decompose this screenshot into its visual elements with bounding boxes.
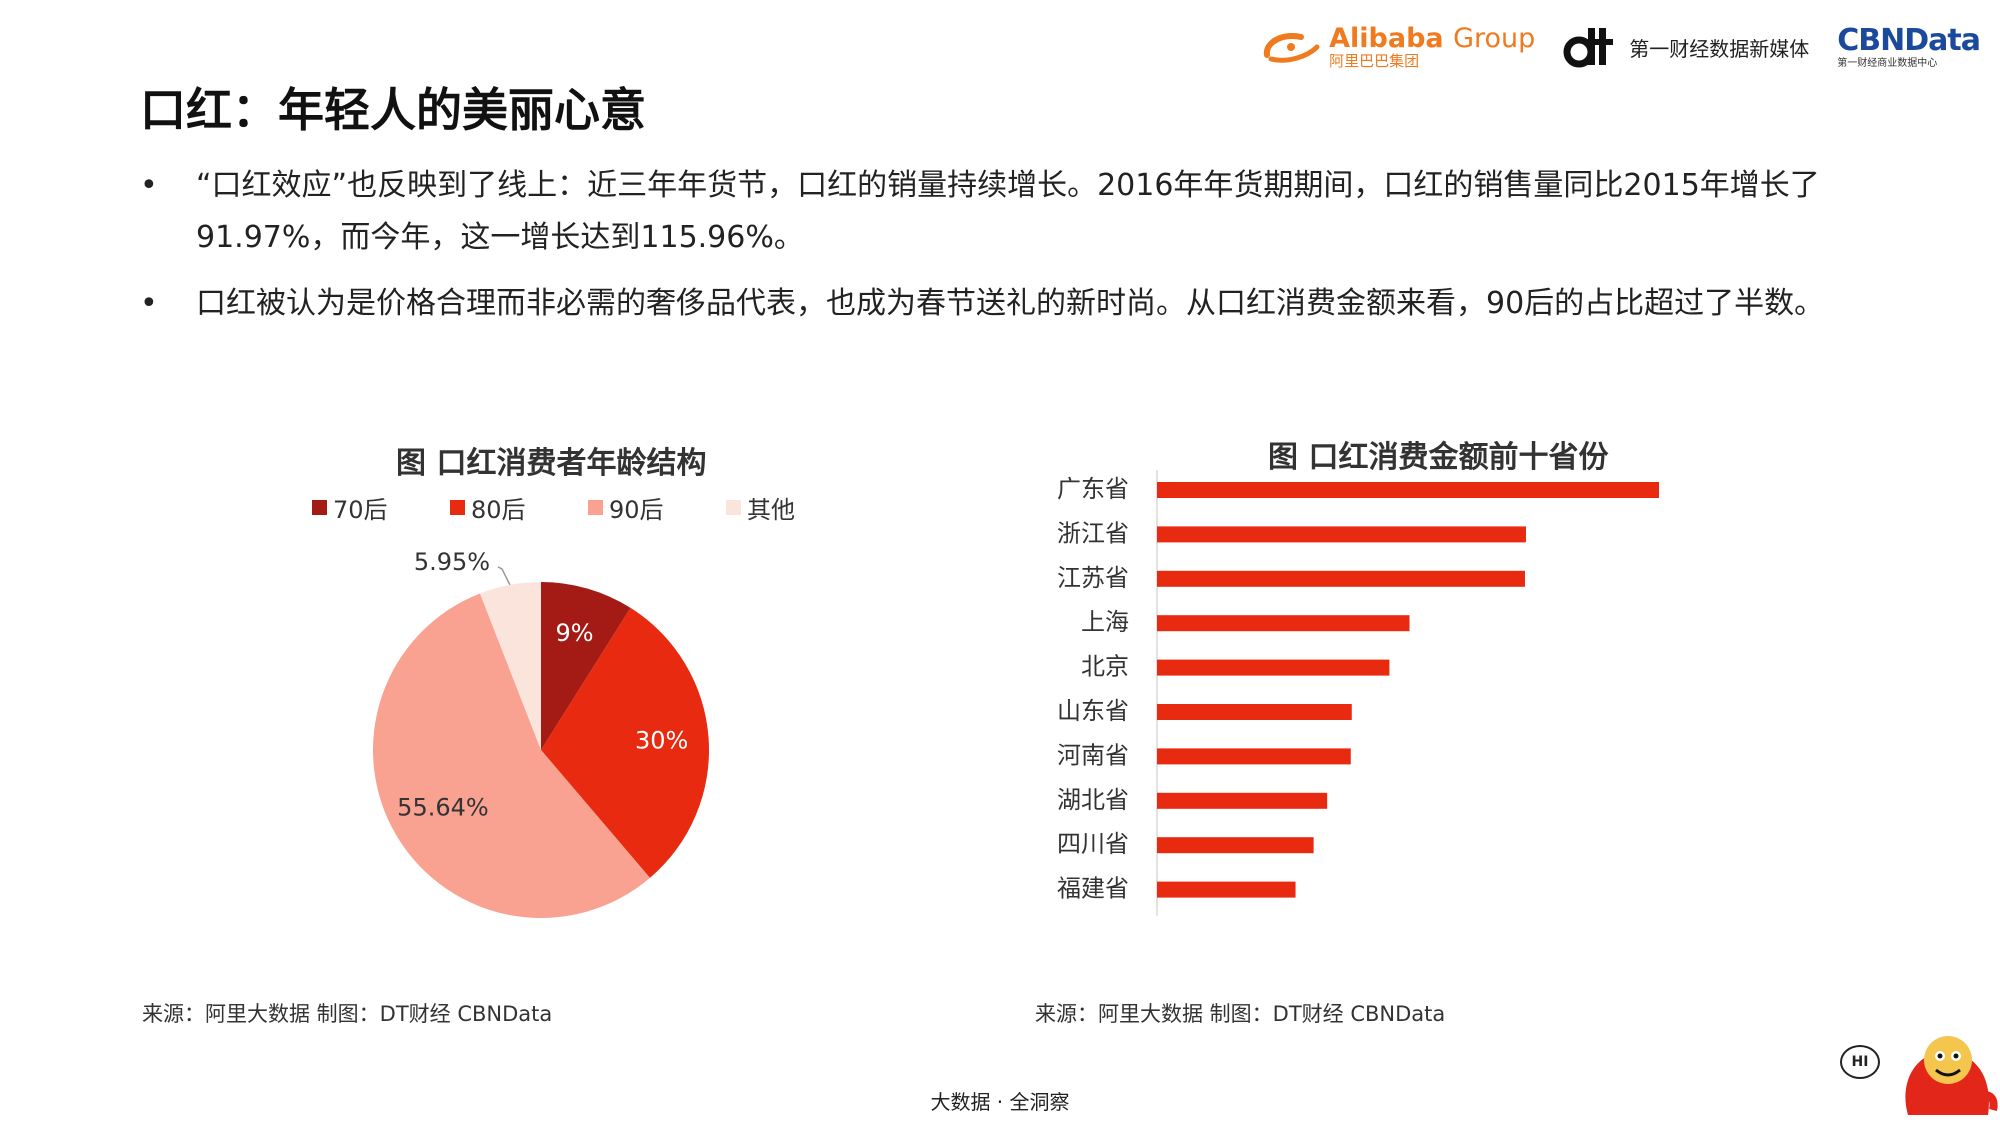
legend-swatch-90s [588,500,603,515]
legend-label-70s: 70后 [333,496,388,524]
bullet-text: “口红效应”也反映到了线上：近三年年货节，口红的销量持续增长。2016年年货期期… [196,168,1820,255]
bar-category-label: 江苏省 [1057,564,1129,592]
bullet-marker: • [140,168,158,203]
pie-leader-line [497,566,511,586]
bar [1157,748,1351,765]
legend-swatch-80s [450,500,465,515]
pie-slice [541,607,709,878]
cbndata-logo: CBNData 第一财经商业数据中心 [1837,22,1981,69]
bar-category-label: 北京 [1081,653,1129,681]
bar-category-label: 浙江省 [1057,519,1129,547]
bar-category-label: 福建省 [1057,875,1129,903]
legend-item-other: 其他 [726,490,864,525]
legend-item-70s: 70后 [312,490,450,525]
bullet-marker: • [140,286,158,321]
lion-dance-mascot [1905,1036,1998,1115]
pie-data-label: 9% [556,619,594,647]
alibaba-smile-icon [1264,33,1320,63]
bullet-item: • “口红效应”也反映到了线上：近三年年货节，口红的销量持续增长。2016年年货… [140,160,1940,264]
alibaba-group-word: Group [1453,23,1536,54]
cbndata-subtitle: 第一财经商业数据中心 [1837,57,1938,69]
source-note-left: 来源：阿里大数据 制图：DT财经 CBNData [142,1002,553,1026]
pie-slice [479,582,541,750]
pie-chart: 9% 30% 55.64% 5.95% [373,548,709,918]
legend-swatch-other [726,500,741,515]
legend-label-other: 其他 [747,496,795,524]
bullet-list: • “口红效应”也反映到了线上：近三年年货节，口红的销量持续增长。2016年年货… [140,160,1940,344]
pie-data-label: 55.64% [397,794,489,822]
alibaba-cn-name: 阿里巴巴集团 [1329,52,1420,70]
bar [1157,570,1525,587]
page-title: 口红：年轻人的美丽心意 [140,83,646,137]
pie-data-label: 30% [635,726,688,754]
dt-media-name: 第一财经数据新媒体 [1629,36,1810,61]
pie-slice [541,582,631,750]
bar [1157,659,1390,676]
alibaba-logo: Alibaba Group 阿里巴巴集团 [1261,25,1535,69]
mascot-hi-bubble: HI [1840,1045,1880,1079]
bar-chart-title: 图 口红消费金额前十省份 [1268,440,1609,475]
pie-slice [373,593,650,918]
bar-category-label: 河南省 [1057,741,1129,769]
legend-item-90s: 90后 [588,490,726,525]
bar-category-label: 广东省 [1057,475,1129,503]
source-note-right: 来源：阿里大数据 制图：DT财经 CBNData [1035,1002,1446,1026]
bar [1157,526,1526,543]
dt-logo: 第一财经数据新媒体 [1563,25,1809,69]
pie-chart-title: 图 口红消费者年龄结构 [396,446,707,481]
bar [1157,792,1328,809]
cbndata-wordmark: CBNData [1837,22,1981,58]
bar [1157,615,1410,632]
bar [1157,704,1352,720]
pie-legend: 70后 80后 90后 其他 [312,490,864,525]
bar-category-label: 上海 [1081,608,1129,636]
legend-swatch-70s [312,500,327,515]
bar-category-label: 四川省 [1057,830,1129,858]
bar [1157,881,1296,898]
header-logos: Alibaba Group 阿里巴巴集团 第一财经数据新媒体 CBNData 第… [1261,18,1981,76]
legend-item-80s: 80后 [450,490,588,525]
bar-category-label: 山东省 [1057,697,1129,725]
bar [1157,482,1659,498]
footer-slogan: 大数据 · 全洞察 [930,1090,1070,1114]
dt-mark-icon [1563,28,1614,68]
bullet-item: • 口红被认为是价格合理而非必需的奢侈品代表，也成为春节送礼的新时尚。从口红消费… [140,278,1940,330]
legend-label-90s: 90后 [609,496,664,524]
bullet-text: 口红被认为是价格合理而非必需的奢侈品代表，也成为春节送礼的新时尚。从口红消费金额… [196,286,1825,321]
legend-label-80s: 80后 [471,496,526,524]
alibaba-wordmark: Alibaba [1329,23,1444,54]
bar [1157,837,1314,854]
pie-data-label: 5.95% [414,548,490,576]
bar-category-label: 湖北省 [1057,786,1129,814]
